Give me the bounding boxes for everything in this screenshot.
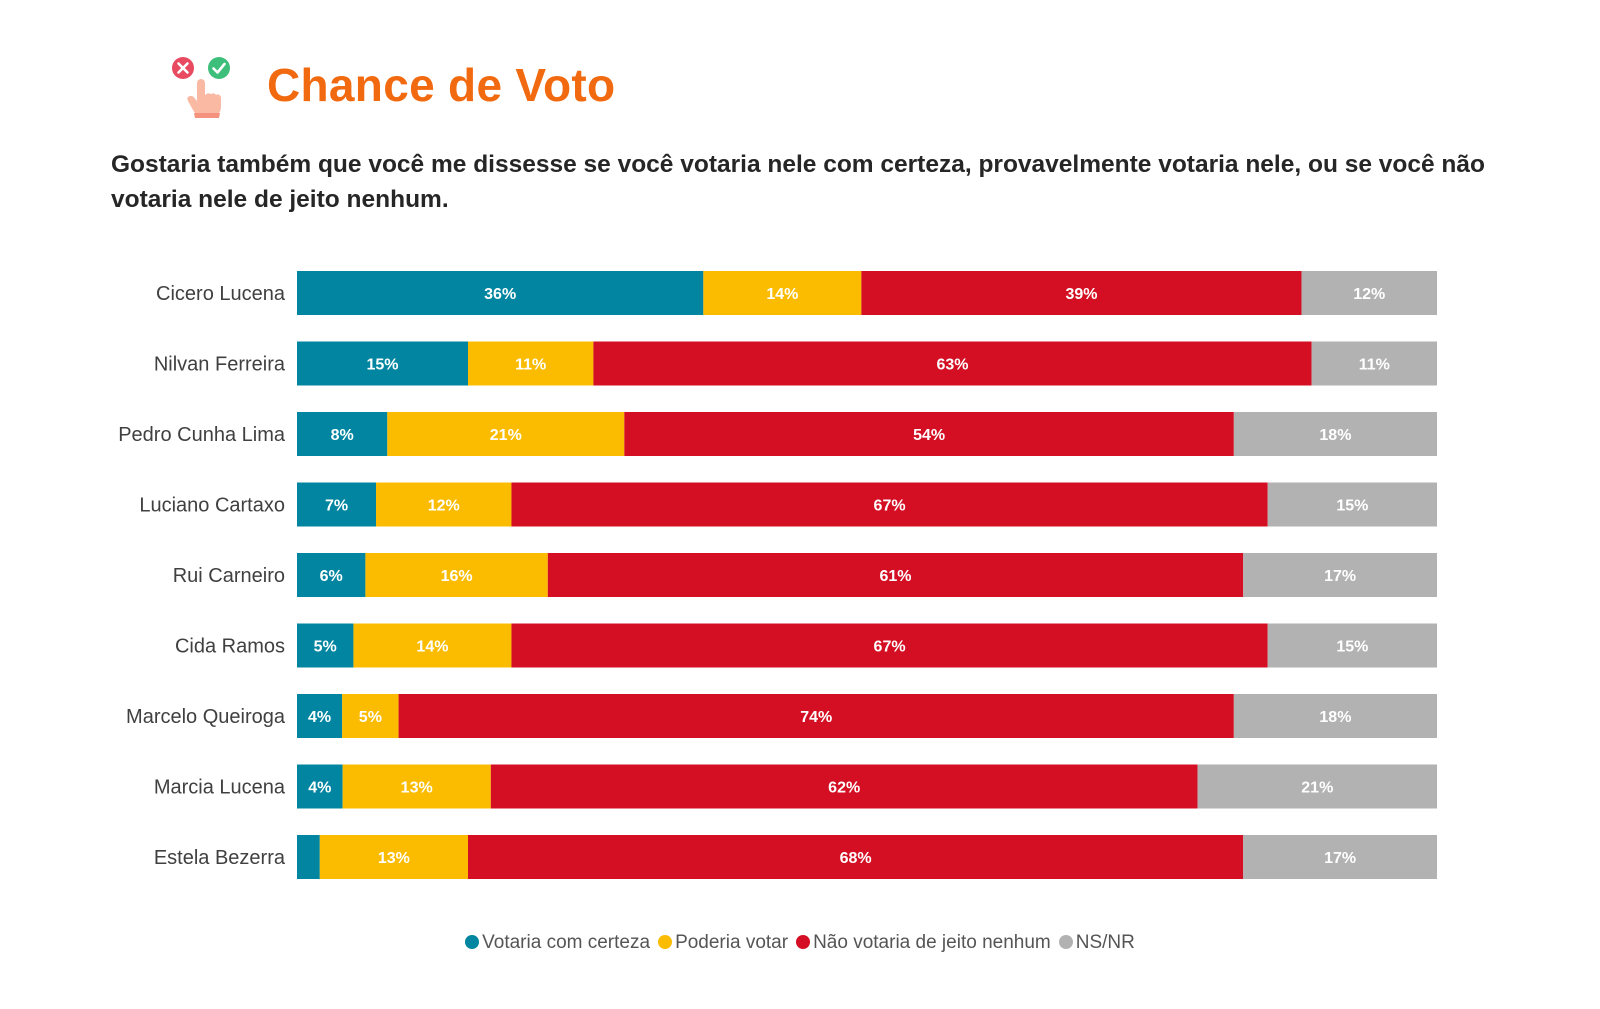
bar-segment-nao-votaria-de-jeito-nenhum-luciano-cartaxo xyxy=(511,482,1268,527)
data-label-ns-nr-estela-bezerra: 17% xyxy=(1324,850,1356,867)
data-label-poderia-votar-cida-ramos: 14% xyxy=(416,639,448,656)
data-label-votaria-com-certeza-nilvan-ferreira: 15% xyxy=(366,357,398,374)
chart-legend: Votaria com certeza Poderia votar Não vota… xyxy=(0,932,1600,954)
data-label-poderia-votar-marcia-lucena: 13% xyxy=(401,780,433,797)
vote-hand-icon xyxy=(172,57,230,118)
data-label-votaria-com-certeza-marcia-lucena: 4% xyxy=(308,780,331,797)
legend-item-nao-votaria-de-jeito-nenhum: Não votaria de jeito nenhum xyxy=(796,932,1051,954)
category-label-marcelo-queiroga: Marcelo Queiroga xyxy=(126,706,286,728)
bar-segment-poderia-votar-cida-ramos xyxy=(353,623,512,668)
chart-title: Chance de Voto xyxy=(267,59,616,111)
category-label-luciano-cartaxo: Luciano Cartaxo xyxy=(139,495,285,517)
data-label-votaria-com-certeza-marcelo-queiroga: 4% xyxy=(308,709,331,726)
bar-segment-nao-votaria-de-jeito-nenhum-estela-bezerra xyxy=(468,835,1244,879)
bar-segment-poderia-votar-cicero-lucena xyxy=(703,271,862,315)
chart-subtitle: Gostaria também que você me dissesse se … xyxy=(111,151,1485,213)
legend-item-votaria-com-certeza: Votaria com certeza xyxy=(465,932,650,954)
data-label-votaria-com-certeza-rui-carneiro: 6% xyxy=(320,568,343,585)
bar-segment-votaria-com-certeza-marcia-lucena xyxy=(297,764,343,809)
bar-segment-poderia-votar-marcia-lucena xyxy=(342,764,491,809)
data-label-ns-nr-luciano-cartaxo: 15% xyxy=(1336,498,1368,515)
legend-item-ns-nr: NS/NR xyxy=(1058,932,1135,954)
legend-label: Não votaria de jeito nenhum xyxy=(813,932,1051,953)
legend-label: Poderia votar xyxy=(675,932,789,953)
data-label-poderia-votar-estela-bezerra: 13% xyxy=(378,850,410,867)
legend-label: NS/NR xyxy=(1075,932,1135,953)
bar-segment-votaria-com-certeza-cicero-lucena xyxy=(297,271,704,315)
data-label-ns-nr-nilvan-ferreira: 11% xyxy=(1359,357,1390,374)
bar-segment-ns-nr-luciano-cartaxo xyxy=(1267,482,1437,527)
bar-segment-ns-nr-cicero-lucena xyxy=(1301,271,1437,315)
data-label-poderia-votar-marcelo-queiroga: 5% xyxy=(359,709,382,726)
bar-segment-nao-votaria-de-jeito-nenhum-marcia-lucena xyxy=(490,764,1198,809)
bar-segment-votaria-com-certeza-pedro-cunha-lima xyxy=(297,412,388,456)
data-label-ns-nr-cida-ramos: 15% xyxy=(1336,639,1368,656)
data-label-poderia-votar-rui-carneiro: 16% xyxy=(441,568,473,585)
data-label-ns-nr-rui-carneiro: 17% xyxy=(1324,568,1356,585)
data-label-nao-votaria-de-jeito-nenhum-cicero-lucena: 39% xyxy=(1065,286,1097,303)
bar-segment-votaria-com-certeza-luciano-cartaxo xyxy=(297,482,377,527)
data-label-votaria-com-certeza-cicero-lucena: 36% xyxy=(484,286,516,303)
bar-segment-nao-votaria-de-jeito-nenhum-rui-carneiro xyxy=(547,553,1244,597)
bar-segment-poderia-votar-luciano-cartaxo xyxy=(376,482,512,527)
bar-segment-votaria-com-certeza-nilvan-ferreira xyxy=(297,341,468,386)
data-label-poderia-votar-luciano-cartaxo: 12% xyxy=(428,498,460,515)
data-label-nao-votaria-de-jeito-nenhum-rui-carneiro: 61% xyxy=(879,568,911,585)
stacked-bar-chart: Cicero Lucena 36% 14% 39% 12% Nilvan Ferreira… xyxy=(118,271,1437,879)
bar-segment-ns-nr-marcelo-queiroga xyxy=(1233,694,1437,738)
data-label-votaria-com-certeza-cida-ramos: 5% xyxy=(314,639,337,656)
category-label-rui-carneiro: Rui Carneiro xyxy=(173,565,285,587)
category-label-cicero-lucena: Cicero Lucena xyxy=(156,283,286,305)
bar-segment-ns-nr-cida-ramos xyxy=(1267,623,1437,668)
bar-segment-poderia-votar-marcelo-queiroga xyxy=(342,694,399,738)
data-label-ns-nr-marcia-lucena: 21% xyxy=(1301,780,1333,797)
bar-segment-poderia-votar-estela-bezerra xyxy=(319,835,468,879)
category-label-cida-ramos: Cida Ramos xyxy=(175,636,285,658)
bar-segment-nao-votaria-de-jeito-nenhum-nilvan-ferreira xyxy=(593,341,1312,386)
bar-segment-nao-votaria-de-jeito-nenhum-cida-ramos xyxy=(511,623,1268,668)
legend-dot-icon xyxy=(1058,935,1073,949)
bar-segment-votaria-com-certeza-rui-carneiro xyxy=(297,553,366,597)
data-label-votaria-com-certeza-luciano-cartaxo: 7% xyxy=(325,498,348,515)
data-label-nao-votaria-de-jeito-nenhum-marcelo-queiroga: 74% xyxy=(800,709,832,726)
data-label-nao-votaria-de-jeito-nenhum-luciano-cartaxo: 67% xyxy=(874,498,906,515)
category-label-estela-bezerra: Estela Bezerra xyxy=(154,847,286,869)
bar-segment-ns-nr-estela-bezerra xyxy=(1243,835,1437,879)
bar-segment-votaria-com-certeza-estela-bezerra xyxy=(297,835,320,879)
data-label-ns-nr-cicero-lucena: 12% xyxy=(1353,286,1385,303)
data-label-nao-votaria-de-jeito-nenhum-marcia-lucena: 62% xyxy=(828,780,860,797)
data-label-nao-votaria-de-jeito-nenhum-estela-bezerra: 68% xyxy=(840,850,872,867)
legend-dot-icon xyxy=(658,935,673,949)
legend-label: Votaria com certeza xyxy=(482,932,651,953)
data-label-poderia-votar-nilvan-ferreira: 11% xyxy=(515,357,546,374)
bar-segment-ns-nr-marcia-lucena xyxy=(1197,764,1437,809)
data-label-ns-nr-pedro-cunha-lima: 18% xyxy=(1319,427,1351,444)
bar-segment-ns-nr-rui-carneiro xyxy=(1243,553,1437,597)
bar-segment-poderia-votar-rui-carneiro xyxy=(365,553,548,597)
data-label-nao-votaria-de-jeito-nenhum-nilvan-ferreira: 63% xyxy=(936,357,968,374)
bar-segment-nao-votaria-de-jeito-nenhum-cicero-lucena xyxy=(861,271,1302,315)
category-label-marcia-lucena: Marcia Lucena xyxy=(154,777,286,799)
data-label-nao-votaria-de-jeito-nenhum-cida-ramos: 67% xyxy=(874,639,906,656)
bar-segment-votaria-com-certeza-cida-ramos xyxy=(297,623,354,668)
legend-dot-icon xyxy=(465,935,480,949)
bar-segment-poderia-votar-nilvan-ferreira xyxy=(468,341,594,386)
legend-dot-icon xyxy=(796,935,811,949)
data-label-poderia-votar-pedro-cunha-lima: 21% xyxy=(490,427,522,444)
category-label-nilvan-ferreira: Nilvan Ferreira xyxy=(154,354,286,376)
bar-segment-poderia-votar-pedro-cunha-lima xyxy=(387,412,625,456)
category-label-pedro-cunha-lima: Pedro Cunha Lima xyxy=(118,424,286,446)
bar-segment-nao-votaria-de-jeito-nenhum-pedro-cunha-lima xyxy=(624,412,1234,456)
bar-segment-votaria-com-certeza-marcelo-queiroga xyxy=(297,694,343,738)
bar-segment-ns-nr-pedro-cunha-lima xyxy=(1233,412,1437,456)
data-label-nao-votaria-de-jeito-nenhum-pedro-cunha-lima: 54% xyxy=(913,427,945,444)
bar-segment-nao-votaria-de-jeito-nenhum-marcelo-queiroga xyxy=(398,694,1234,738)
data-label-poderia-votar-cicero-lucena: 14% xyxy=(766,286,798,303)
data-label-votaria-com-certeza-pedro-cunha-lima: 8% xyxy=(331,427,354,444)
legend-item-poderia-votar: Poderia votar xyxy=(658,932,788,954)
data-label-ns-nr-marcelo-queiroga: 18% xyxy=(1319,709,1351,726)
bar-segment-ns-nr-nilvan-ferreira xyxy=(1311,341,1437,386)
